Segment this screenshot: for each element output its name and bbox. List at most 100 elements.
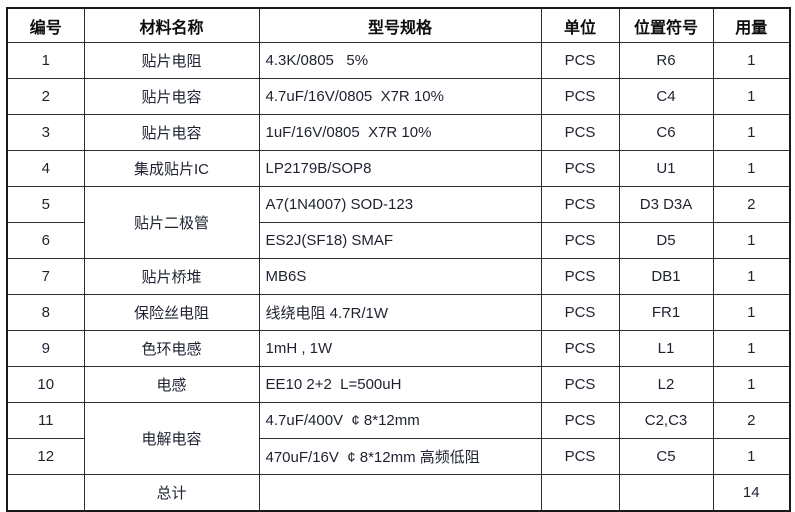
cell-spec: MB6S [258,258,542,295]
cell-material-name: 集成贴片IC [83,150,260,187]
total-row: 总计 14 [6,474,791,512]
table-row: 8 保险丝电阻 线绕电阻 4.7R/1W PCS FR1 1 [6,294,791,331]
cell-index: 3 [6,114,85,151]
column-header-spec: 型号规格 [258,7,542,43]
bom-table: 编号 材料名称 型号规格 单位 位置符号 用量 1 贴片电阻 4.3K/0805 5% PCS R… [6,7,791,512]
cell-material-name: 电感 [83,366,260,403]
table-row: 4 集成贴片IC LP2179B/SOP8 PCS U1 1 [6,150,791,187]
table-row: 2 贴片电容 4.7uF/16V/0805 X7R 10% PCS C4 1 [6,78,791,115]
cell-designator: DB1 [618,258,714,295]
column-header-designator: 位置符号 [618,7,714,43]
cell-unit: PCS [540,330,620,367]
cell-designator: C4 [618,78,714,115]
cell-quantity: 1 [712,330,791,367]
cell-material-name: 电解电容 [83,402,260,475]
cell-index: 2 [6,78,85,115]
cell-unit [540,474,620,512]
cell-quantity: 1 [712,222,791,259]
table-row: 1 贴片电阻 4.3K/0805 5% PCS R6 1 [6,42,791,79]
cell-unit: PCS [540,438,620,475]
cell-material-name: 色环电感 [83,330,260,367]
cell-index: 1 [6,42,85,79]
cell-quantity: 1 [712,78,791,115]
cell-designator: U1 [618,150,714,187]
cell-index: 10 [6,366,85,403]
cell-unit: PCS [540,222,620,259]
cell-designator: L2 [618,366,714,403]
cell-spec: 4.3K/0805 5% [258,42,542,79]
table-row: 5 贴片二极管 A7(1N4007) SOD-123 PCS D3 D3A 2 [6,186,791,259]
cell-spec: 1mH , 1W [258,330,542,367]
cell-designator: C5 [618,438,714,475]
cell-quantity: 1 [712,42,791,79]
table-row: 7 贴片桥堆 MB6S PCS DB1 1 [6,258,791,295]
cell-unit: PCS [540,114,620,151]
cell-index: 11 [6,402,85,439]
column-header-quantity: 用量 [712,7,791,43]
cell-index: 4 [6,150,85,187]
cell-unit: PCS [540,366,620,403]
cell-spec: 4.7uF/400V ¢ 8*12mm [258,402,542,439]
column-header-material-name: 材料名称 [83,7,260,43]
cell-quantity: 1 [712,150,791,187]
cell-index: 6 [6,222,85,259]
cell-unit: PCS [540,186,620,223]
cell-unit: PCS [540,150,620,187]
cell-index: 5 [6,186,85,223]
cell-material-name: 总计 [83,474,260,512]
cell-spec: 1uF/16V/0805 X7R 10% [258,114,542,151]
cell-spec: A7(1N4007) SOD-123 [258,186,542,223]
cell-spec: 线绕电阻 4.7R/1W [258,294,542,331]
cell-index [6,474,85,512]
cell-unit: PCS [540,258,620,295]
cell-quantity: 1 [712,366,791,403]
cell-spec: 470uF/16V ¢ 8*12mm 高频低阻 [258,438,542,475]
cell-index: 8 [6,294,85,331]
table-row: 3 贴片电容 1uF/16V/0805 X7R 10% PCS C6 1 [6,114,791,151]
cell-material-name: 贴片电容 [83,114,260,151]
cell-quantity: 1 [712,114,791,151]
cell-spec: EE10 2+2 L=500uH [258,366,542,403]
cell-material-name: 贴片二极管 [83,186,260,259]
column-header-unit: 单位 [540,7,620,43]
cell-spec: LP2179B/SOP8 [258,150,542,187]
cell-quantity: 14 [712,474,791,512]
bom-table-body: 1 贴片电阻 4.3K/0805 5% PCS R6 1 2 贴片电容 4.7uF/16V/08… [6,42,791,512]
table-row: 12 470uF/16V ¢ 8*12mm 高频低阻 PCS C5 1 [6,438,791,475]
cell-spec: ES2J(SF18) SMAF [258,222,542,259]
cell-designator [618,474,714,512]
cell-quantity: 1 [712,438,791,475]
cell-unit: PCS [540,294,620,331]
table-row: 10 电感 EE10 2+2 L=500uH PCS L2 1 [6,366,791,403]
cell-quantity: 2 [712,402,791,439]
cell-designator: D5 [618,222,714,259]
cell-index: 12 [6,438,85,475]
cell-material-name: 贴片电阻 [83,42,260,79]
cell-quantity: 1 [712,258,791,295]
cell-unit: PCS [540,78,620,115]
table-row: 11 电解电容 4.7uF/400V ¢ 8*12mm PCS C2,C3 2 [6,402,791,475]
cell-designator: C2,C3 [618,402,714,439]
cell-spec: 4.7uF/16V/0805 X7R 10% [258,78,542,115]
cell-designator: FR1 [618,294,714,331]
cell-index: 7 [6,258,85,295]
cell-designator: D3 D3A [618,186,714,223]
cell-designator: L1 [618,330,714,367]
cell-designator: R6 [618,42,714,79]
cell-material-name: 贴片桥堆 [83,258,260,295]
table-row: 6 ES2J(SF18) SMAF PCS D5 1 [6,222,791,259]
header-row: 编号 材料名称 型号规格 单位 位置符号 用量 [6,7,791,43]
cell-quantity: 2 [712,186,791,223]
cell-material-name: 贴片电容 [83,78,260,115]
cell-unit: PCS [540,42,620,79]
cell-unit: PCS [540,402,620,439]
cell-index: 9 [6,330,85,367]
cell-material-name: 保险丝电阻 [83,294,260,331]
column-header-index: 编号 [6,7,85,43]
bom-table-header: 编号 材料名称 型号规格 单位 位置符号 用量 [6,7,791,43]
cell-quantity: 1 [712,294,791,331]
table-row: 9 色环电感 1mH , 1W PCS L1 1 [6,330,791,367]
cell-spec [258,474,542,512]
cell-designator: C6 [618,114,714,151]
